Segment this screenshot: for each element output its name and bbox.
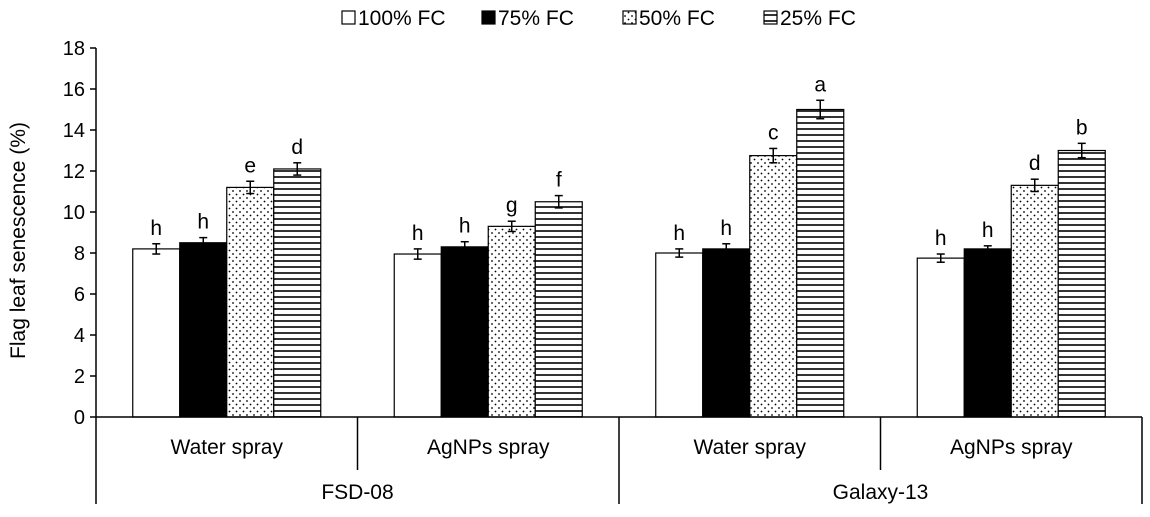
legend-label: 25% FC — [780, 7, 856, 30]
significance-label: h — [982, 219, 994, 242]
bar — [916, 257, 965, 418]
bar — [796, 108, 845, 418]
y-tick-label: 10 — [63, 202, 85, 224]
bar — [534, 201, 583, 418]
bar — [749, 155, 798, 418]
x-category-label: Water spray — [694, 436, 807, 459]
y-tick-label: 16 — [63, 79, 85, 101]
legend-swatch — [622, 10, 637, 25]
significance-label: h — [673, 222, 685, 245]
bar — [487, 225, 536, 418]
y-tick-label: 6 — [74, 284, 85, 306]
x-category-label: AgNPs spray — [950, 436, 1073, 459]
y-tick-label: 18 — [63, 38, 85, 60]
significance-label: h — [197, 211, 209, 234]
y-tick-label: 8 — [74, 243, 85, 265]
y-tick-label: 14 — [63, 120, 85, 142]
legend-label: 50% FC — [639, 7, 715, 30]
legend-swatch — [763, 10, 778, 25]
significance-label: h — [720, 217, 732, 240]
significance-label: c — [768, 121, 779, 144]
significance-label: g — [506, 194, 518, 217]
bar — [393, 253, 442, 418]
legend-label: 100% FC — [358, 7, 446, 30]
bar — [179, 242, 228, 418]
significance-label: e — [244, 154, 256, 177]
bar — [963, 248, 1012, 418]
significance-label: a — [814, 73, 826, 96]
significance-label: d — [291, 136, 303, 159]
y-tick-label: 4 — [74, 325, 85, 347]
significance-label: f — [556, 169, 562, 192]
bars-layer: h h e d h h g f h h c a h h d b — [132, 73, 1106, 418]
legend-swatch — [481, 10, 496, 25]
x-category-label: AgNPs spray — [427, 436, 550, 459]
significance-label: d — [1029, 152, 1041, 175]
significance-label: h — [459, 215, 471, 238]
bar — [440, 246, 489, 418]
legend: 100% FC 75% FC 50% FC 25% FC — [341, 7, 856, 30]
y-tick-label: 0 — [74, 407, 85, 429]
x-axis: Water spray AgNPs spray Water spray AgNPs s… — [95, 416, 1143, 504]
y-tick-label: 2 — [74, 366, 85, 388]
bar — [132, 248, 181, 418]
x-group-label: Galaxy-13 — [833, 481, 929, 504]
bar — [273, 168, 322, 418]
bar — [226, 186, 275, 418]
bar — [702, 248, 751, 418]
significance-label: h — [412, 222, 424, 245]
significance-label: h — [935, 227, 947, 250]
significance-label: h — [150, 217, 162, 240]
bar — [1057, 149, 1106, 418]
bar — [1010, 184, 1059, 418]
y-axis-title: Flag leaf senescence (%) — [7, 122, 30, 359]
y-tick-label: 12 — [63, 161, 85, 183]
legend-label: 75% FC — [498, 7, 574, 30]
significance-label: b — [1076, 116, 1088, 139]
x-category-label: Water spray — [171, 436, 284, 459]
y-axis: 0 2 4 6 8 10 12 14 16 18 Flag leaf senescence (%) — [7, 38, 97, 429]
legend-swatch — [341, 10, 356, 25]
x-group-label: FSD-08 — [321, 481, 393, 504]
bar — [655, 252, 704, 418]
